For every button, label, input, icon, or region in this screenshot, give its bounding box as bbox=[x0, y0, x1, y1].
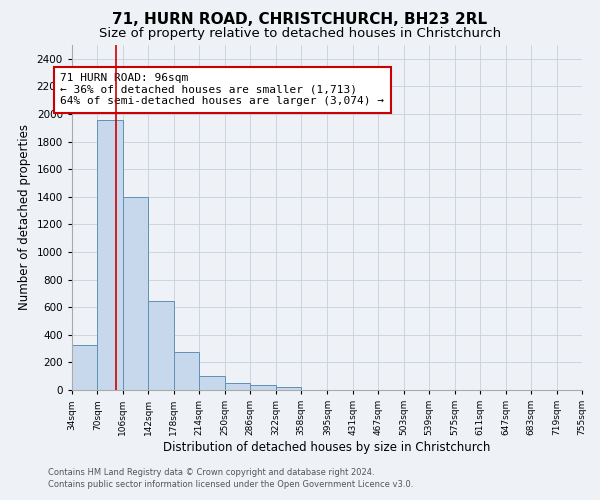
X-axis label: Distribution of detached houses by size in Christchurch: Distribution of detached houses by size … bbox=[163, 441, 491, 454]
Bar bbox=[97, 120, 123, 390]
Text: Size of property relative to detached houses in Christchurch: Size of property relative to detached ho… bbox=[99, 28, 501, 40]
Bar bbox=[123, 197, 148, 390]
Text: 71, HURN ROAD, CHRISTCHURCH, BH23 2RL: 71, HURN ROAD, CHRISTCHURCH, BH23 2RL bbox=[112, 12, 488, 28]
Text: 71 HURN ROAD: 96sqm
← 36% of detached houses are smaller (1,713)
64% of semi-det: 71 HURN ROAD: 96sqm ← 36% of detached ho… bbox=[61, 73, 385, 106]
Y-axis label: Number of detached properties: Number of detached properties bbox=[18, 124, 31, 310]
Bar bbox=[72, 345, 97, 390]
Text: Contains HM Land Registry data © Crown copyright and database right 2024.
Contai: Contains HM Land Registry data © Crown c… bbox=[48, 468, 413, 489]
Bar bbox=[199, 376, 225, 390]
Bar bbox=[148, 301, 174, 390]
Bar bbox=[250, 385, 276, 390]
Bar bbox=[225, 383, 250, 390]
Bar bbox=[276, 387, 301, 390]
Bar bbox=[174, 352, 199, 390]
